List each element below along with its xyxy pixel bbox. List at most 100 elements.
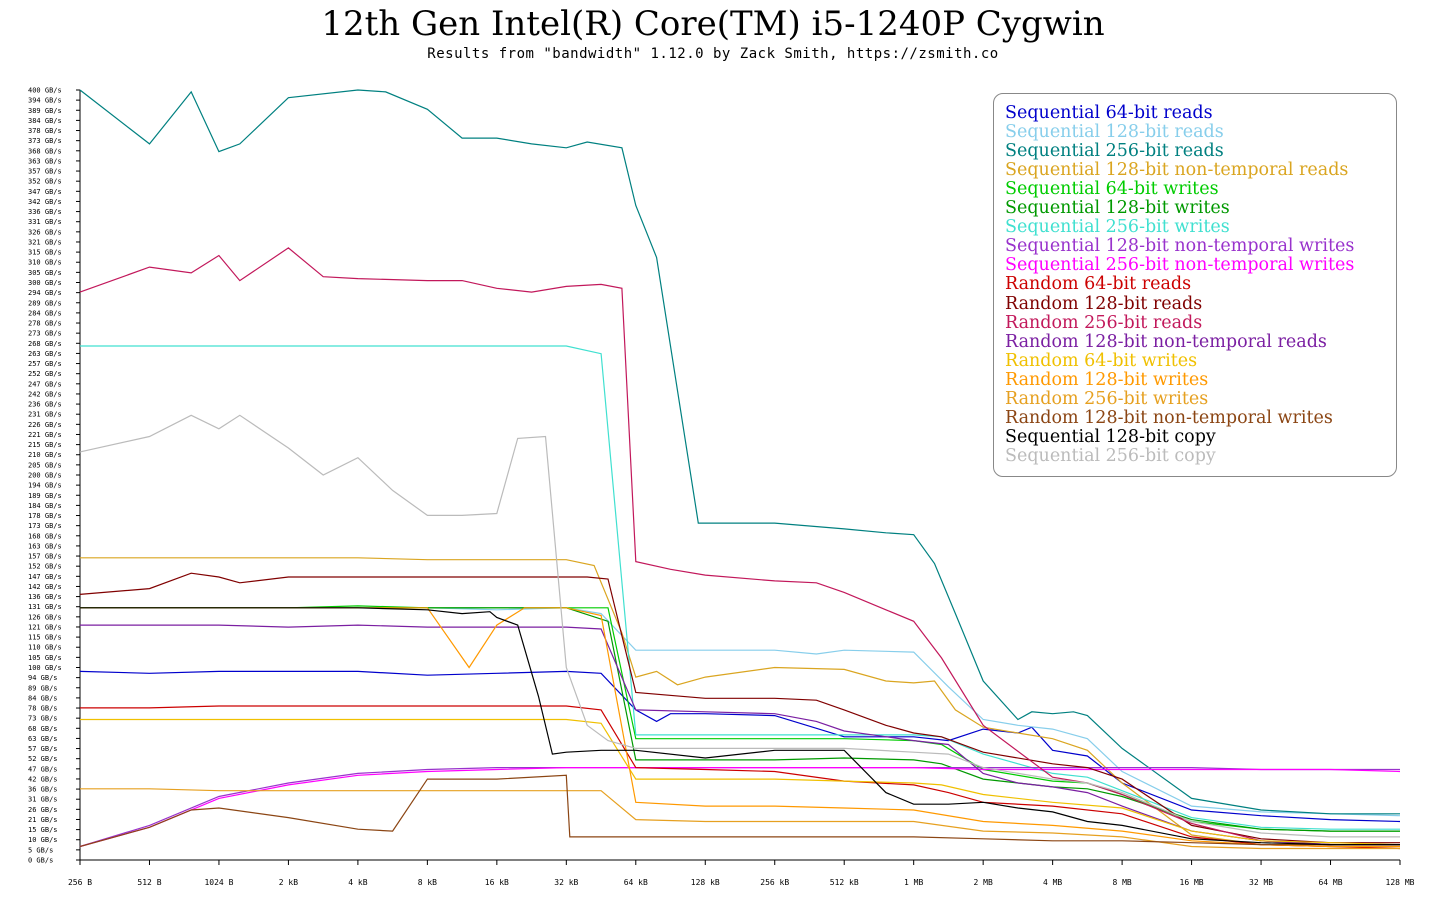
series-line-random-128-bit-non-temporal-writes [79,774,1400,848]
y-tick-label: 52 GB/s [28,755,58,763]
legend-entry: Sequential 256-bit copy [1005,445,1216,466]
y-tick-label: 236 GB/s [28,401,62,409]
x-tick-label: 128 MB [1386,878,1415,887]
chart-title: 12th Gen Intel(R) Core(TM) i5-1240P Cygw… [321,4,1105,44]
legend-entry: Sequential 256-bit non-temporal writes [1005,255,1355,276]
x-tick-label: 256 kB [760,878,789,887]
y-tick-label: 78 GB/s [28,705,58,713]
y-tick-label: 163 GB/s [28,542,62,550]
y-tick-label: 94 GB/s [28,674,58,682]
legend: Sequential 64-bit reads Sequential 128-bi… [993,93,1397,477]
legend-entry: Sequential 256-bit writes [1005,217,1230,238]
x-tick-label: 64 kB [624,878,648,887]
y-tick-label: 0 GB/s [28,857,53,865]
legend-entry: Random 256-bit writes [1005,388,1209,409]
legend-entry: Random 256-bit reads [1005,312,1203,333]
legend-entry: Random 128-bit non-temporal writes [1005,407,1333,428]
axes: 0 GB/s 5 GB/s 10 GB/s 15 GB/s 21 GB/s 26 GB/s… [28,87,1415,888]
y-tick-label: 47 GB/s [28,765,58,773]
x-tick-label: 1024 B [204,878,233,887]
x-tick-label: 16 kB [485,878,509,887]
y-tick-label: 157 GB/s [28,553,62,561]
legend-entry: Sequential 128-bit copy [1005,426,1216,447]
y-tick-label: 221 GB/s [28,431,62,439]
y-tick-label: 26 GB/s [28,806,58,814]
x-tick-label: 16 MB [1180,878,1204,887]
x-tick-label: 4 MB [1043,878,1062,887]
y-tick-label: 89 GB/s [28,684,58,692]
y-tick-label: 126 GB/s [28,613,62,621]
series-line-random-64-bit-writes [80,718,1401,846]
x-tick-label: 8 kB [418,878,437,887]
x-tick-label: 128 kB [691,878,720,887]
y-tick-label: 347 GB/s [28,188,62,196]
legend-entry: Sequential 128-bit reads [1005,122,1224,143]
y-tick-label: 273 GB/s [28,330,62,338]
y-tick-label: 268 GB/s [28,340,62,348]
y-tick-label: 110 GB/s [28,644,62,652]
y-tick-label: 200 GB/s [28,472,62,480]
y-tick-label: 389 GB/s [28,107,62,115]
y-tick-label: 252 GB/s [28,370,62,378]
y-tick-label: 5 GB/s [28,846,53,854]
y-tick-label: 357 GB/s [28,168,62,176]
y-tick-label: 310 GB/s [28,259,62,267]
y-tick-label: 242 GB/s [28,390,62,398]
y-tick-label: 247 GB/s [28,380,62,388]
y-tick-label: 105 GB/s [28,654,62,662]
legend-entry: Sequential 64-bit reads [1005,103,1213,123]
series-line-sequential-256-bit-non-temporal-writes [79,767,1401,848]
legend-entry: Sequential 256-bit reads [1005,141,1224,162]
y-tick-label: 331 GB/s [28,218,62,226]
x-tick-label: 32 MB [1249,878,1273,887]
y-tick-label: 294 GB/s [28,289,62,297]
y-tick-label: 131 GB/s [28,603,62,611]
y-tick-label: 31 GB/s [28,796,58,804]
x-tick-label: 32 kB [554,878,578,887]
legend-entry: Sequential 128-bit non-temporal reads [1005,160,1349,181]
x-tick-label: 8 MB [1112,878,1131,887]
y-tick-label: 305 GB/s [28,269,62,277]
y-tick-label: 289 GB/s [28,299,62,307]
series-line-sequential-256-bit-writes [80,345,1400,830]
y-tick-label: 205 GB/s [28,461,62,469]
y-tick-label: 168 GB/s [28,532,62,540]
y-tick-label: 210 GB/s [28,451,62,459]
legend-entry: Random 64-bit writes [1005,350,1198,371]
y-tick-label: 84 GB/s [28,694,58,702]
x-tick-label: 4 kB [348,878,367,887]
y-tick-label: 400 GB/s [28,87,62,95]
y-tick-label: 363 GB/s [28,157,62,165]
y-tick-label: 121 GB/s [28,623,62,631]
legend-entry: Random 128-bit writes [1005,369,1209,390]
legend-entry: Random 128-bit non-temporal reads [1005,331,1327,352]
y-tick-label: 315 GB/s [28,249,62,257]
y-tick-label: 342 GB/s [28,198,62,206]
y-tick-label: 68 GB/s [28,725,58,733]
y-tick-label: 142 GB/s [28,583,62,591]
series-line-sequential-64-bit-writes [80,605,1400,832]
y-tick-label: 384 GB/s [28,117,62,125]
legend-entry: Sequential 128-bit non-temporal writes [1005,236,1355,257]
y-tick-label: 394 GB/s [28,97,62,105]
series-line-random-128-bit-reads [79,572,1400,844]
series-line-sequential-64-bit-reads [79,670,1401,823]
y-tick-label: 226 GB/s [28,421,62,429]
series-line-sequential-256-bit-reads [79,89,1400,815]
y-tick-label: 189 GB/s [28,492,62,500]
y-tick-label: 373 GB/s [28,137,62,145]
x-tick-label: 1 MB [904,878,923,887]
y-tick-label: 326 GB/s [28,228,62,236]
y-tick-label: 73 GB/s [28,715,58,723]
legend-entry: Random 128-bit reads [1005,293,1203,314]
y-tick-label: 147 GB/s [28,573,62,581]
y-tick-label: 115 GB/s [28,634,62,642]
series-line-random-128-bit-non-temporal-reads [80,624,1400,846]
series-line-sequential-128-bit-non-temporal-reads [80,557,1400,848]
x-tick-label: 2 kB [279,878,298,887]
x-tick-label: 2 MB [974,878,993,887]
y-tick-label: 321 GB/s [28,238,62,246]
y-tick-label: 136 GB/s [28,593,62,601]
y-tick-label: 300 GB/s [28,279,62,287]
